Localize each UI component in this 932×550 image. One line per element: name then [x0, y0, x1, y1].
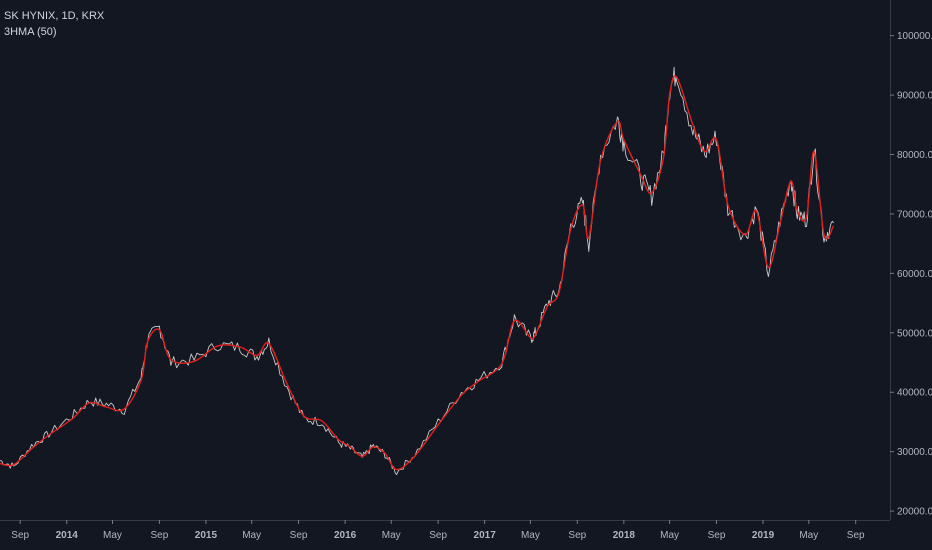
x-tick-label: Sep — [429, 530, 447, 541]
y-tick-label: 90000.0 — [897, 91, 932, 102]
x-tick-label: Sep — [708, 530, 726, 541]
chart-legend: SK HYNIX, 1D, KRX 3HMA (50) — [4, 8, 104, 40]
y-tick-label: 60000.0 — [897, 269, 932, 280]
x-tick-label: May — [242, 530, 261, 541]
x-tick-label: Sep — [568, 530, 586, 541]
time-axis[interactable]: Sep 2014 May Sep 2015 May Sep 2016 May Sep 2017 May… — [11, 520, 865, 541]
x-tick-label: 2014 — [56, 530, 79, 541]
x-tick-label: Sep — [150, 530, 168, 541]
y-tick-label: 30000.0 — [897, 447, 932, 458]
price-axis[interactable]: 20000.0 30000.0 40000.0 50000.0 60000.0 70000… — [890, 31, 932, 518]
x-tick-label: May — [799, 530, 818, 541]
y-tick-label: 40000.0 — [897, 388, 932, 399]
indicator-label[interactable]: 3HMA (50) — [4, 26, 57, 38]
x-tick-label: Sep — [290, 530, 308, 541]
x-tick-label: May — [103, 530, 122, 541]
x-tick-label: May — [382, 530, 401, 541]
x-tick-label: May — [660, 530, 679, 541]
x-tick-label: Sep — [847, 530, 865, 541]
x-tick-label: 2018 — [613, 530, 636, 541]
hma-line[interactable] — [0, 75, 835, 471]
x-tick-label: 2019 — [752, 530, 775, 541]
x-tick-label: 2016 — [334, 530, 357, 541]
price-line[interactable] — [0, 66, 834, 476]
x-tick-label: 2015 — [195, 530, 218, 541]
y-tick-label: 70000.0 — [897, 209, 932, 220]
y-tick-label: 80000.0 — [897, 150, 932, 161]
x-tick-label: May — [521, 530, 540, 541]
x-tick-label: Sep — [11, 530, 29, 541]
y-tick-label: 50000.0 — [897, 328, 932, 339]
x-tick-label: 2017 — [474, 530, 497, 541]
plot-area — [0, 66, 835, 476]
y-tick-label: 20000.0 — [897, 507, 932, 518]
y-tick-label: 100000.0 — [897, 31, 932, 42]
symbol-title[interactable]: SK HYNIX, 1D, KRX — [4, 10, 105, 22]
